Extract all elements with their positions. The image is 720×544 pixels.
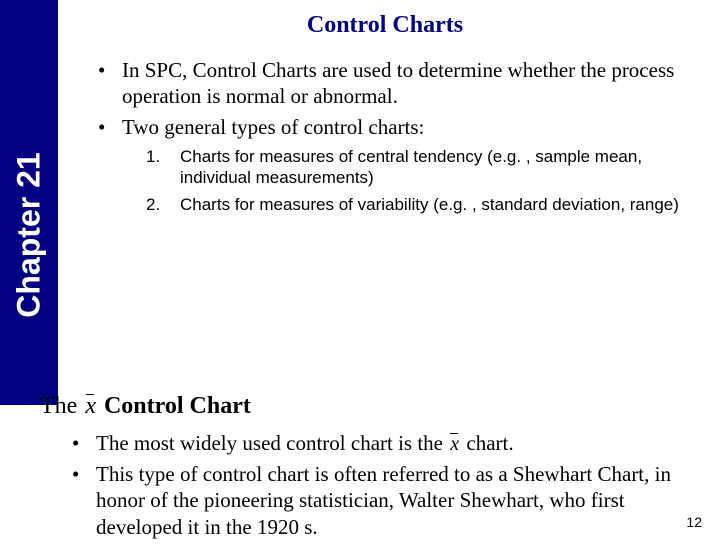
bullet-item: This type of control chart is often refe… (72, 461, 700, 540)
numbered-item: 1. Charts for measures of central tenden… (146, 146, 696, 189)
second-section: The x Control Chart The most widely used… (40, 335, 700, 544)
subtitle-the: The (40, 393, 83, 419)
bullet-item: The most widely used control chart is th… (72, 430, 700, 457)
numbered-text: Charts for measures of variability (e.g.… (180, 195, 679, 214)
bullet-list-2: The most widely used control chart is th… (40, 430, 700, 540)
page-number: 12 (686, 514, 702, 530)
slide-title: Control Charts (74, 12, 696, 39)
bullet-item: In SPC, Control Charts are used to deter… (98, 57, 696, 110)
xbar-symbol: x (83, 393, 98, 420)
bullet-item: Two general types of control charts: (98, 114, 696, 140)
section-subtitle: The x Control Chart (40, 393, 700, 420)
numbered-list: 1. Charts for measures of central tenden… (74, 146, 696, 216)
xbar-symbol: x (448, 432, 461, 457)
list-number: 1. (146, 146, 160, 167)
bullet-text-b: chart. (461, 431, 513, 455)
chapter-label: Chapter 21 (11, 152, 48, 317)
bullet-list-1: In SPC, Control Charts are used to deter… (74, 57, 696, 140)
bullet-text-a: The most widely used control chart is th… (96, 431, 448, 455)
numbered-item: 2. Charts for measures of variability (e… (146, 194, 696, 215)
list-number: 2. (146, 194, 160, 215)
numbered-text: Charts for measures of central tendency … (180, 147, 642, 187)
subtitle-rest: Control Chart (98, 393, 251, 419)
